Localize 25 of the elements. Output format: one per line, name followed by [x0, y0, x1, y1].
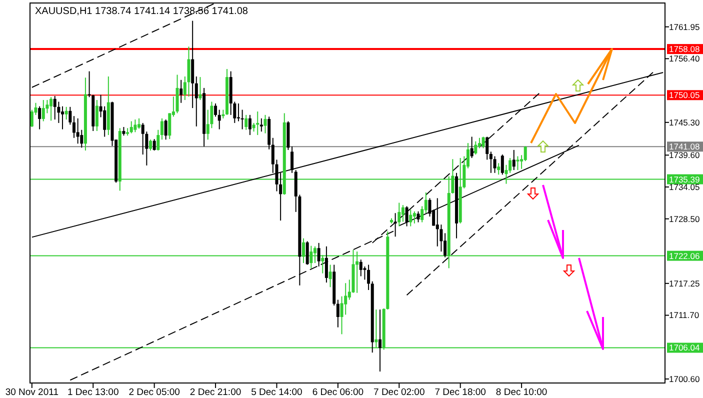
y-tick-label: 1761.95 [669, 22, 700, 32]
x-tick-label: 5 Dec 14:00 [251, 387, 302, 398]
y-tick-label: 1739.60 [669, 150, 700, 160]
y-tick-label: 1745.30 [669, 117, 700, 128]
y-tick-label: 1728.50 [669, 214, 700, 224]
x-tick-label: 30 Nov 2011 [5, 387, 58, 398]
ref-line-label: 1722.06 [669, 250, 700, 261]
y-tick-label: 1756.40 [669, 54, 700, 64]
x-tick-label: 2 Dec 05:00 [128, 387, 180, 398]
ref-line-label: 1706.04 [669, 342, 700, 353]
ref-line-label: 1741.08 [669, 142, 700, 152]
x-tick-label: 1 Dec 13:00 [68, 387, 119, 398]
chart-title: XAUUSD,H1 1738.74 1741.14 1738.56 1741.08 [35, 6, 248, 17]
x-tick-label: 7 Dec 18:00 [434, 387, 486, 398]
x-tick-label: 7 Dec 02:00 [374, 387, 425, 398]
y-tick-label: 1711.70 [669, 310, 700, 320]
y-tick-label: 1717.25 [669, 278, 700, 288]
x-tick-label: 8 Dec 10:00 [496, 387, 548, 398]
y-tick-label: 1734.05 [669, 182, 700, 192]
ref-line-label: 1758.08 [669, 44, 700, 54]
ref-line-label: 1750.05 [669, 90, 700, 100]
ref-line-label: 1735.39 [669, 174, 700, 184]
x-tick-label: 2 Dec 21:00 [190, 387, 242, 398]
x-tick-label: 6 Dec 06:00 [312, 387, 364, 398]
y-tick-label: 1700.60 [669, 374, 700, 384]
